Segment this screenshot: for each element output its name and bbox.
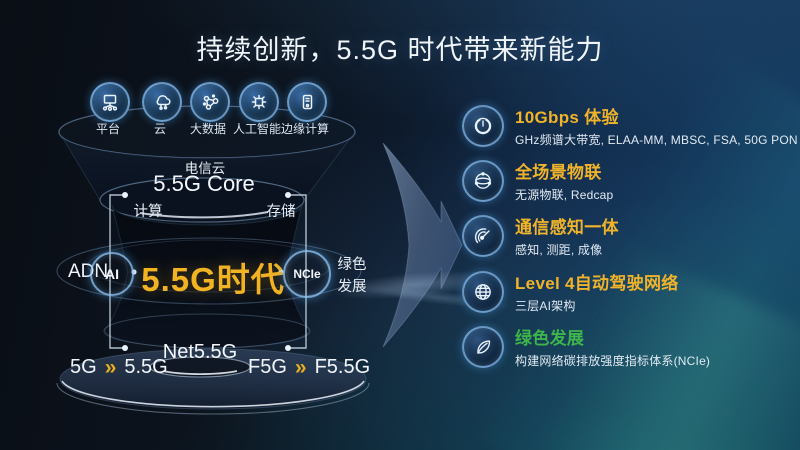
evolution-to: 5.5G (124, 356, 168, 378)
top-icon-label: 云 (153, 122, 166, 136)
iot-globe-icon (462, 159, 504, 202)
capability-item: 全场景物联 无源物联, Redcap (462, 158, 613, 203)
hourglass-body (104, 204, 310, 349)
gold-chevron-icon: » (294, 356, 307, 379)
storage-label: 存储 (266, 204, 296, 220)
top-icon-label: 边缘计算 (280, 122, 329, 136)
edge-computing-icon (287, 82, 327, 122)
radar-icon (462, 214, 504, 257)
cloud-icon (142, 82, 182, 122)
page-title: 持续创新，5.5G 时代带来新能力 (196, 35, 604, 65)
capability-item: 绿色发展 构建网络碳排放强度指标体系(NCIe) (462, 324, 710, 369)
bigdata-icon (190, 82, 230, 122)
net-disc (149, 356, 251, 378)
orbit-ring (56, 237, 362, 305)
capability-subtitle: 三层AI架构 (515, 299, 576, 313)
gold-chevron-icon: » (104, 356, 117, 379)
capability-title: 绿色发展 (515, 329, 585, 348)
capability-subtitle: 无源物联, Redcap (515, 188, 614, 202)
capability-title: 10Gbps 体验 (515, 108, 619, 127)
base-rim (103, 313, 311, 349)
green-dev-label: 绿色 (337, 257, 367, 273)
capability-title: 全场景物联 (515, 163, 602, 182)
compute-label: 计算 (133, 204, 163, 220)
bracket-dots (122, 192, 291, 351)
net-label: Net5.5G (162, 341, 238, 363)
gauge-icon (462, 104, 504, 147)
top-icon-label: 平台 (95, 122, 120, 136)
funnel-top (58, 105, 356, 202)
evolution-to: F5.5G (314, 356, 371, 378)
era-title: 5.5G时代 (141, 261, 285, 298)
transition-arrow (382, 142, 463, 348)
network-globe-icon (462, 270, 504, 313)
capability-item: 通信感知一体 感知, 测距, 成像 (462, 213, 619, 258)
platform-icon (90, 82, 130, 122)
ai-chip-icon (239, 82, 279, 122)
capability-item: Level 4自动驾驶网络 三层AI架构 (462, 269, 679, 314)
core-disc (99, 177, 305, 223)
bottom-platform (56, 348, 370, 415)
capability-subtitle: GHz频谱大带宽, ELAA-MM, MBSC, FSA, 50G PON ⋯ (515, 133, 800, 147)
capability-title: Level 4自动驾驶网络 (515, 274, 679, 293)
capability-subtitle: 构建网络碳排放强度指标体系(NCIe) (515, 354, 711, 368)
evolution-from: 5G (70, 356, 97, 378)
top-icon-label: 人工智能 (232, 122, 281, 136)
top-icon-label: 大数据 (189, 122, 226, 136)
green-dev-label: 发展 (337, 279, 367, 295)
capability-subtitle: 感知, 测距, 成像 (515, 243, 603, 257)
capability-title: 通信感知一体 (515, 218, 619, 237)
telecom-cloud-label: 电信云 (184, 161, 226, 176)
ai-badge: AI (90, 252, 134, 296)
orbit-ring-inner (87, 239, 331, 293)
evolution-from: F5G (248, 356, 287, 378)
ncie-badge: NCIe (283, 250, 331, 298)
core-label: 5.5G Core (153, 171, 255, 196)
leaf-icon (462, 325, 504, 368)
evolution-left: 5G » 5.5G (70, 356, 168, 379)
evolution-right: F5G » F5.5G (248, 356, 370, 379)
capability-item: 10Gbps 体验 GHz频谱大带宽, ELAA-MM, MBSC, FSA, … (462, 103, 800, 148)
